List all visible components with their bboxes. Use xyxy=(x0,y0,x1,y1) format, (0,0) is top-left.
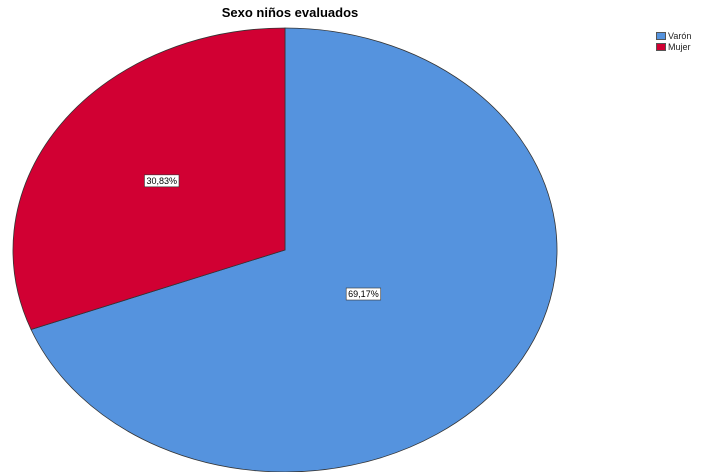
slice-label-varon: 69,17% xyxy=(345,287,382,301)
slice-label-mujer: 30,83% xyxy=(144,174,180,188)
legend-label-varon: Varón xyxy=(668,30,692,41)
legend-swatch-mujer xyxy=(656,42,666,51)
legend-swatch-varon xyxy=(656,31,666,40)
legend-item-mujer: Mujer xyxy=(656,41,691,52)
svg-text:69,17%: 69,17% xyxy=(348,289,379,299)
legend-item-varon: Varón xyxy=(656,30,691,41)
legend-label-mujer: Mujer xyxy=(668,41,691,52)
pie-slice-varon xyxy=(30,27,558,472)
svg-text:30,83%: 30,83% xyxy=(146,176,177,186)
legend: Varón Mujer xyxy=(656,30,691,52)
chart-title: Sexo niños evaluados xyxy=(221,5,359,20)
